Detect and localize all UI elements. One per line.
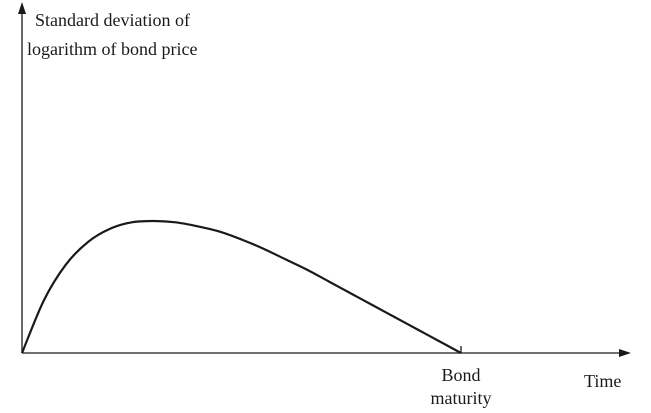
y-axis-label-line-2: logarithm of bond price (27, 39, 197, 59)
bond-maturity-label-line-1: Bond (441, 365, 480, 385)
x-axis-arrowhead (619, 349, 631, 357)
std-dev-curve (20, 219, 462, 354)
y-axis-label-line-1: Standard deviation of (35, 10, 190, 30)
bond-maturity-label-line-2: maturity (431, 388, 492, 408)
y-axis-arrowhead (18, 2, 26, 14)
x-axis-label: Time (584, 371, 621, 391)
